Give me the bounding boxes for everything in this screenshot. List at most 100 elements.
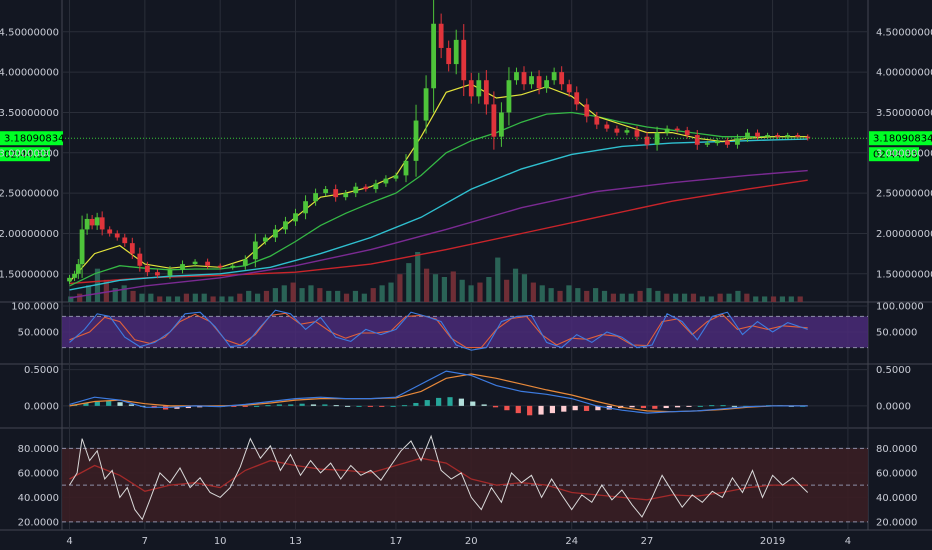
candle-body[interactable] (94, 217, 100, 226)
price-y-label-left: 4.00000000 (0, 68, 59, 79)
candle-body[interactable] (644, 136, 650, 145)
candle-body[interactable] (785, 135, 791, 137)
candle-body[interactable] (75, 264, 81, 274)
candle-body[interactable] (180, 264, 185, 270)
candle-body[interactable] (536, 76, 542, 89)
candle-body[interactable] (353, 186, 359, 194)
candle-body[interactable] (765, 135, 770, 137)
macd-y-label-right: 0.0000 (876, 401, 911, 412)
candle-body[interactable] (273, 229, 278, 238)
volume-bar (112, 288, 118, 302)
volume-bar (593, 288, 599, 302)
candle-body[interactable] (453, 39, 459, 65)
candle-body[interactable] (79, 229, 85, 265)
candle-body[interactable] (262, 237, 268, 242)
candle-body[interactable] (724, 140, 730, 145)
candle-body[interactable] (114, 233, 120, 238)
candle-body[interactable] (137, 253, 143, 266)
candle-body[interactable] (684, 130, 690, 136)
countdown-tag-right (869, 147, 919, 162)
candle-body[interactable] (594, 116, 600, 125)
candle-body[interactable] (654, 132, 660, 145)
candle-body[interactable] (144, 265, 150, 273)
candle-body[interactable] (242, 259, 248, 266)
candle-body[interactable] (491, 104, 497, 137)
candle-body[interactable] (192, 261, 198, 265)
candle-body[interactable] (323, 189, 329, 194)
macd-histogram-bar (640, 405, 647, 409)
candle-body[interactable] (674, 128, 680, 131)
stochastic-pane[interactable] (62, 309, 868, 351)
macd-histogram-bar (117, 402, 123, 406)
candle-body[interactable] (483, 80, 489, 105)
candle-body[interactable] (413, 120, 419, 161)
candle-body[interactable] (230, 265, 236, 268)
candle-body[interactable] (694, 135, 700, 145)
candle-body[interactable] (89, 218, 95, 226)
candle-body[interactable] (129, 243, 135, 254)
candle-body[interactable] (283, 221, 288, 230)
candle-body[interactable] (333, 189, 339, 198)
candle-body[interactable] (624, 130, 630, 133)
volume-bar (415, 252, 421, 302)
candle-body[interactable] (559, 72, 565, 85)
candle-body[interactable] (544, 80, 550, 89)
candle-body[interactable] (363, 186, 369, 190)
candle-body[interactable] (775, 135, 781, 137)
candle-body[interactable] (423, 88, 429, 121)
candle-body[interactable] (634, 130, 640, 137)
candle-body[interactable] (551, 72, 557, 81)
candle-body[interactable] (313, 193, 319, 202)
candle-body[interactable] (514, 72, 519, 81)
candle-body[interactable] (506, 80, 512, 113)
candle-body[interactable] (217, 265, 223, 268)
candle-body[interactable] (795, 135, 801, 137)
candle-body[interactable] (735, 138, 740, 145)
candle-body[interactable] (714, 140, 720, 144)
candle-body[interactable] (529, 76, 534, 85)
volume-bar (246, 290, 252, 302)
candle-body[interactable] (476, 80, 482, 97)
macd-pane[interactable] (69, 370, 808, 416)
candle-body[interactable] (446, 47, 452, 65)
candle-body[interactable] (205, 261, 211, 266)
price-pane[interactable]: 3.18090834 02:44:33 3.18090834 02:44:33 (0, 0, 932, 302)
candle-body[interactable] (373, 183, 379, 190)
volume-bar (726, 293, 732, 302)
candle-body[interactable] (584, 104, 590, 117)
candle-body[interactable] (614, 128, 620, 133)
candle-body[interactable] (704, 143, 710, 145)
candle-body[interactable] (107, 229, 113, 234)
candle-body[interactable] (574, 92, 580, 105)
candle-body[interactable] (303, 201, 308, 214)
candle-body[interactable] (431, 23, 437, 89)
candle-body[interactable] (745, 132, 750, 139)
candle-body[interactable] (499, 112, 504, 137)
candle-body[interactable] (566, 84, 572, 93)
candle-body[interactable] (468, 80, 474, 97)
candle-body[interactable] (84, 218, 90, 230)
candle-body[interactable] (155, 272, 160, 276)
candle-body[interactable] (383, 178, 389, 184)
candle-body[interactable] (403, 160, 409, 176)
candle-body[interactable] (461, 39, 467, 81)
candle-body[interactable] (604, 124, 610, 129)
candle-body[interactable] (343, 193, 349, 198)
rsi-pane[interactable] (62, 434, 868, 523)
candle-body[interactable] (521, 72, 527, 85)
candle-body[interactable] (252, 241, 258, 260)
candle-body[interactable] (99, 217, 105, 230)
candle-body[interactable] (293, 213, 298, 222)
candle-body[interactable] (805, 136, 811, 139)
candle-body[interactable] (664, 128, 670, 133)
volume-bar (477, 282, 483, 302)
axes: 4 7 10 13 17 20 24 27 2019 4 4.50000000 4.50000000 4… (0, 27, 932, 547)
candle-body[interactable] (122, 237, 128, 244)
candle-body[interactable] (438, 23, 444, 48)
candle-body[interactable] (755, 132, 760, 137)
candle-body[interactable] (67, 277, 72, 282)
candle-body[interactable] (393, 175, 399, 179)
candle-body[interactable] (72, 273, 77, 278)
candle-body[interactable] (167, 269, 173, 276)
